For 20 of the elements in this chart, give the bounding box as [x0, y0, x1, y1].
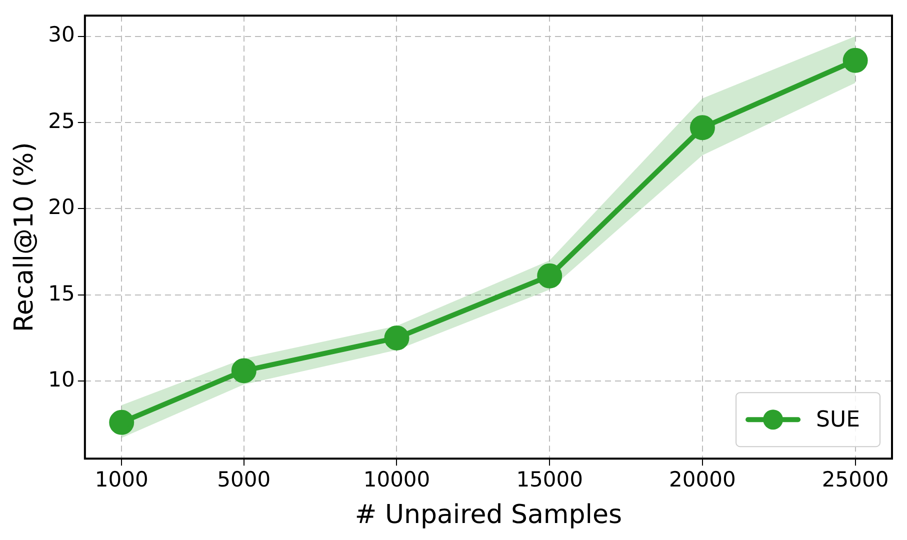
legend-label: SUE [816, 407, 860, 432]
x-tick-label: 15000 [516, 468, 584, 492]
y-tick-label: 15 [48, 281, 75, 306]
point [537, 263, 562, 288]
point [231, 358, 256, 384]
x-tick-label: 20000 [669, 468, 736, 492]
y-tick-label: 25 [48, 108, 75, 133]
point [690, 115, 715, 140]
y-tick-label: 20 [48, 195, 75, 220]
x-tick-label: 5000 [217, 468, 271, 492]
y-tick-label: 10 [48, 367, 75, 392]
y-axis-title: Recall@10 (%) [9, 142, 40, 332]
y-tick-label: 30 [48, 22, 75, 47]
point [109, 410, 134, 435]
x-tick-label: 10000 [363, 468, 430, 492]
point [384, 325, 410, 350]
x-tick-label: 25000 [822, 468, 889, 492]
x-tick-label: 1000 [94, 468, 148, 492]
x-axis-title: # Unpaired Samples [354, 500, 622, 530]
point [842, 48, 868, 73]
